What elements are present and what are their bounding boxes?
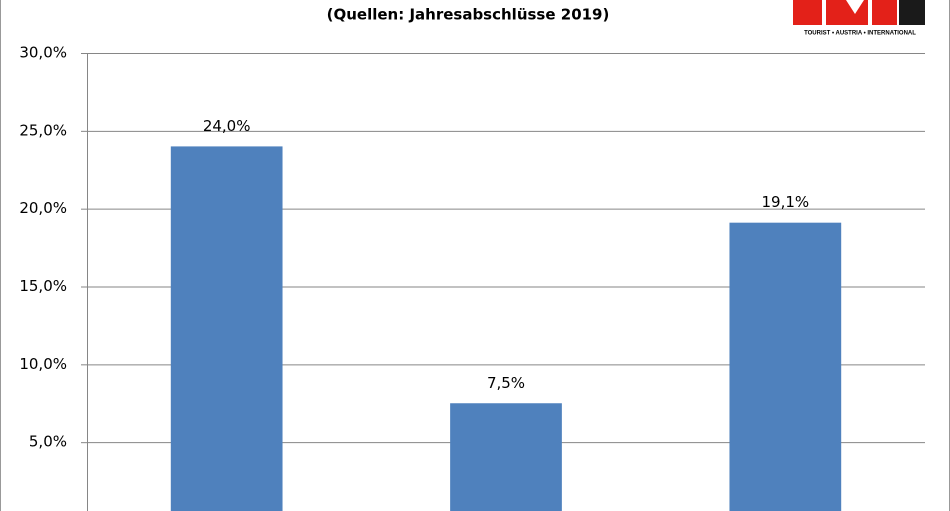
y-tick-label: 5,0% <box>29 433 67 451</box>
logo: TOURIST • AUSTRIA • INTERNATIONAL <box>793 0 925 37</box>
logo-block <box>826 0 868 25</box>
value-label: 19,1% <box>762 193 810 211</box>
y-tick-label: 25,0% <box>19 121 67 139</box>
logo-block <box>793 0 822 25</box>
value-label: 24,0% <box>203 117 251 135</box>
y-tick-label: 30,0% <box>19 44 67 62</box>
y-tick-label: 20,0% <box>19 199 67 217</box>
bar <box>729 222 842 511</box>
bar <box>170 146 283 511</box>
bar <box>450 403 562 511</box>
value-label: 7,5% <box>487 374 525 392</box>
chart-subtitle: (Quellen: Jahresabschlüsse 2019) <box>327 6 610 24</box>
logo-text: TOURIST • AUSTRIA • INTERNATIONAL <box>804 31 916 37</box>
y-tick-label: 10,0% <box>19 355 67 373</box>
y-tick-label: 15,0% <box>19 277 67 295</box>
logo-block <box>872 0 897 25</box>
logo-block <box>899 0 925 25</box>
